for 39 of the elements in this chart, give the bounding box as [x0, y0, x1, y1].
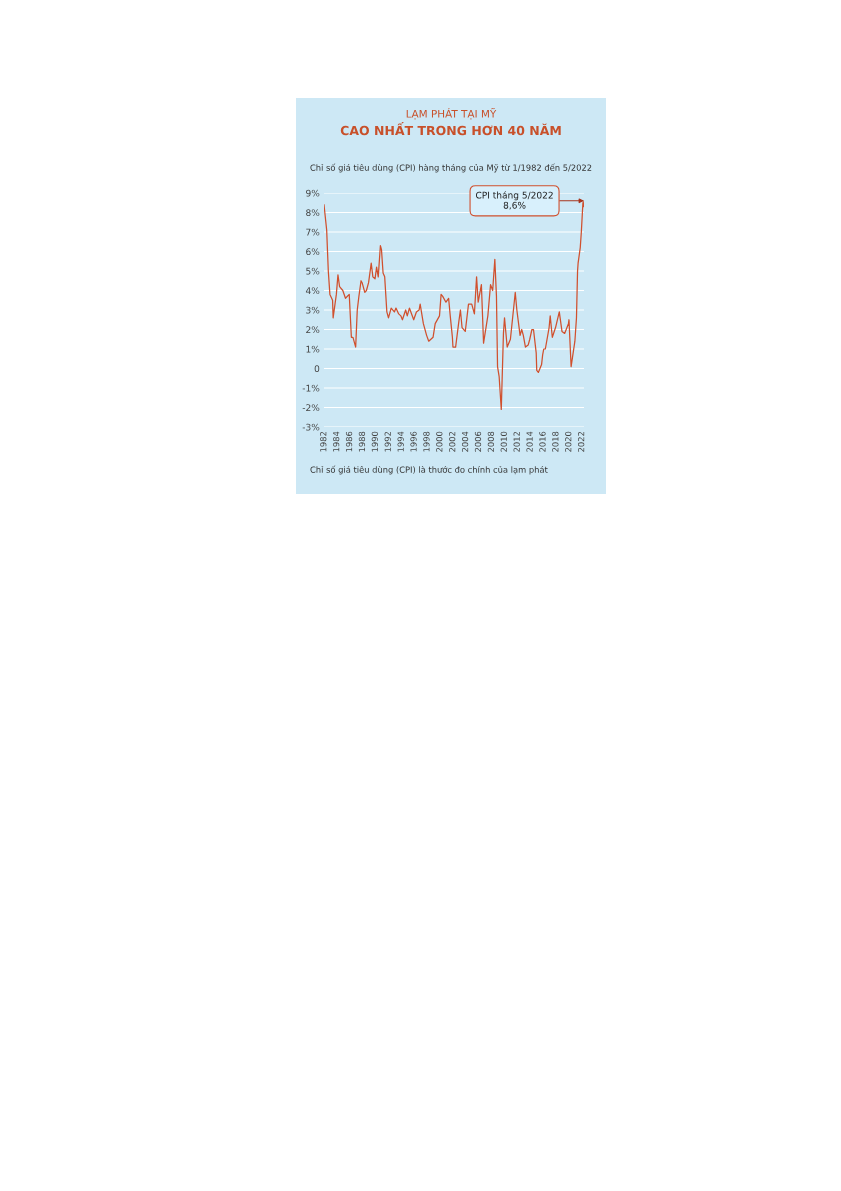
- x-tick-label: 2010: [500, 431, 507, 452]
- x-tick-label: 2022: [578, 432, 585, 452]
- x-tick-label: 1996: [410, 431, 417, 452]
- y-tick-label: 6%: [306, 248, 320, 256]
- x-tick-label: 1982: [320, 432, 327, 452]
- annotation: CPI tháng 5/2022 8,6%: [475, 191, 553, 210]
- y-tick-label: -2%: [302, 404, 320, 412]
- chart-title: LẠM PHÁT TẠI MỸ CAO NHẤT TRONG HƠN 40 NĂM: [340, 107, 561, 136]
- x-tick-label: 1984: [333, 431, 340, 452]
- x-tick-label: 1994: [397, 431, 404, 452]
- y-tick-label: 9%: [306, 189, 320, 197]
- y-tick-label: 5%: [306, 267, 320, 275]
- y-tick-label: 8%: [306, 209, 320, 217]
- x-tick-label: 2006: [474, 431, 482, 452]
- x-tick-label: 2012: [513, 432, 520, 452]
- y-tick-label: 7%: [306, 228, 320, 236]
- x-tick-label: 2016: [539, 431, 546, 452]
- x-tick-label: 1992: [384, 432, 391, 452]
- x-tick-label: 2018: [552, 431, 559, 452]
- x-tick-label: 2020: [565, 431, 572, 452]
- y-tick-label: 0: [314, 365, 320, 373]
- y-tick-label: -3%: [302, 423, 320, 431]
- y-tick-label: 3%: [306, 306, 320, 314]
- x-tick-label: 1988: [358, 431, 366, 452]
- x-tick-label: 2002: [449, 432, 456, 452]
- y-tick-label: 2%: [306, 326, 320, 334]
- x-tick-label: 2004: [461, 431, 469, 452]
- y-tick-label: -1%: [302, 384, 320, 392]
- chart-subtitle: Chỉ số giá tiêu dùng (CPI) hàng tháng của Mỹ từ 1/1982 đến 5/2022: [310, 163, 592, 173]
- text: Chỉ số giá tiêu dùng (CPI) là thước đo chính của lạm phát: [310, 465, 548, 475]
- x-tick-label: 2000: [436, 431, 443, 452]
- y-tick-label: 4%: [305, 287, 320, 295]
- x-tick-label: 2014: [526, 431, 533, 452]
- x-tick-label: 1986: [345, 431, 353, 452]
- y-tick-label: 1%: [306, 345, 320, 353]
- x-tick-label: 1998: [423, 431, 430, 452]
- x-tick-label: 2008: [487, 431, 495, 452]
- x-tick-label: 1990: [371, 431, 378, 452]
- line-series: [324, 200, 584, 411]
